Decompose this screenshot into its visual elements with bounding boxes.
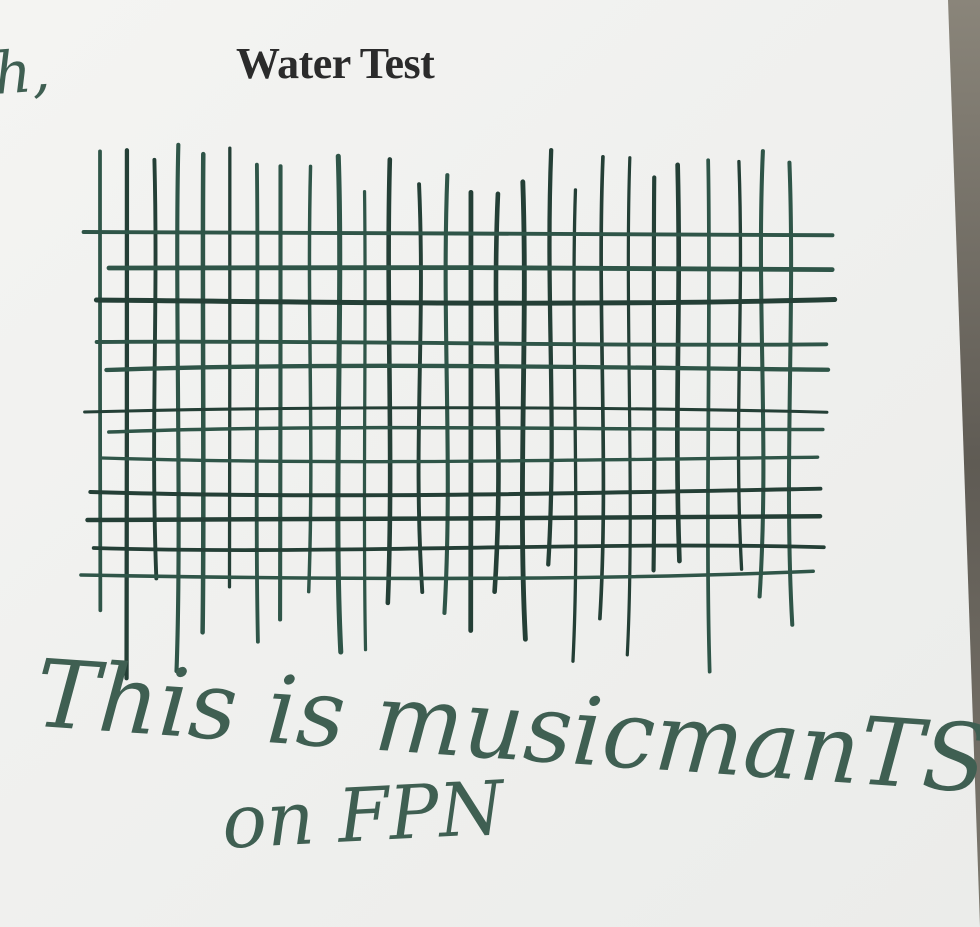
ink-vertical-stroke — [200, 151, 206, 635]
ink-horizontal-stroke — [107, 425, 825, 434]
ink-horizontal-stroke — [83, 406, 829, 414]
ink-horizontal-stroke — [81, 230, 835, 238]
ink-vertical-stroke — [306, 164, 313, 594]
ink-vertical-stroke — [385, 157, 393, 606]
ink-horizontal-stroke — [85, 513, 823, 523]
ink-horizontal-stroke — [106, 264, 835, 273]
ink-vertical-stroke — [519, 179, 528, 642]
ink-vertical-stroke — [335, 153, 344, 655]
ink-horizontal-stroke — [88, 486, 823, 498]
ink-horizontal-stroke — [100, 455, 820, 464]
ink-vertical-stroke — [706, 158, 712, 674]
ink-grid — [79, 142, 838, 681]
ink-vertical-stroke — [571, 188, 578, 663]
ink-vertical-stroke — [416, 182, 425, 594]
ink-vertical-stroke — [174, 142, 181, 674]
handwriting-fragment: h, — [0, 36, 53, 108]
ink-vertical-stroke — [625, 156, 632, 657]
ink-vertical-stroke — [675, 162, 682, 564]
ink-horizontal-stroke — [91, 543, 826, 552]
ink-horizontal-stroke — [94, 339, 829, 347]
ink-vertical-stroke — [362, 189, 368, 652]
ink-horizontal-stroke — [93, 297, 838, 306]
ink-vertical-stroke — [546, 147, 554, 567]
ink-vertical-stroke — [651, 175, 657, 573]
ink-vertical-stroke — [492, 191, 501, 595]
ink-vertical-stroke — [736, 159, 744, 571]
ink-horizontal-stroke — [104, 363, 831, 373]
handwriting-line-2: on FPN — [220, 765, 506, 866]
ink-vertical-stroke — [786, 160, 795, 627]
ink-vertical-stroke — [254, 162, 260, 644]
card-title: Water Test — [236, 39, 435, 88]
ink-vertical-stroke — [598, 154, 606, 621]
ink-vertical-stroke — [757, 149, 766, 599]
ink-horizontal-stroke — [79, 569, 815, 581]
